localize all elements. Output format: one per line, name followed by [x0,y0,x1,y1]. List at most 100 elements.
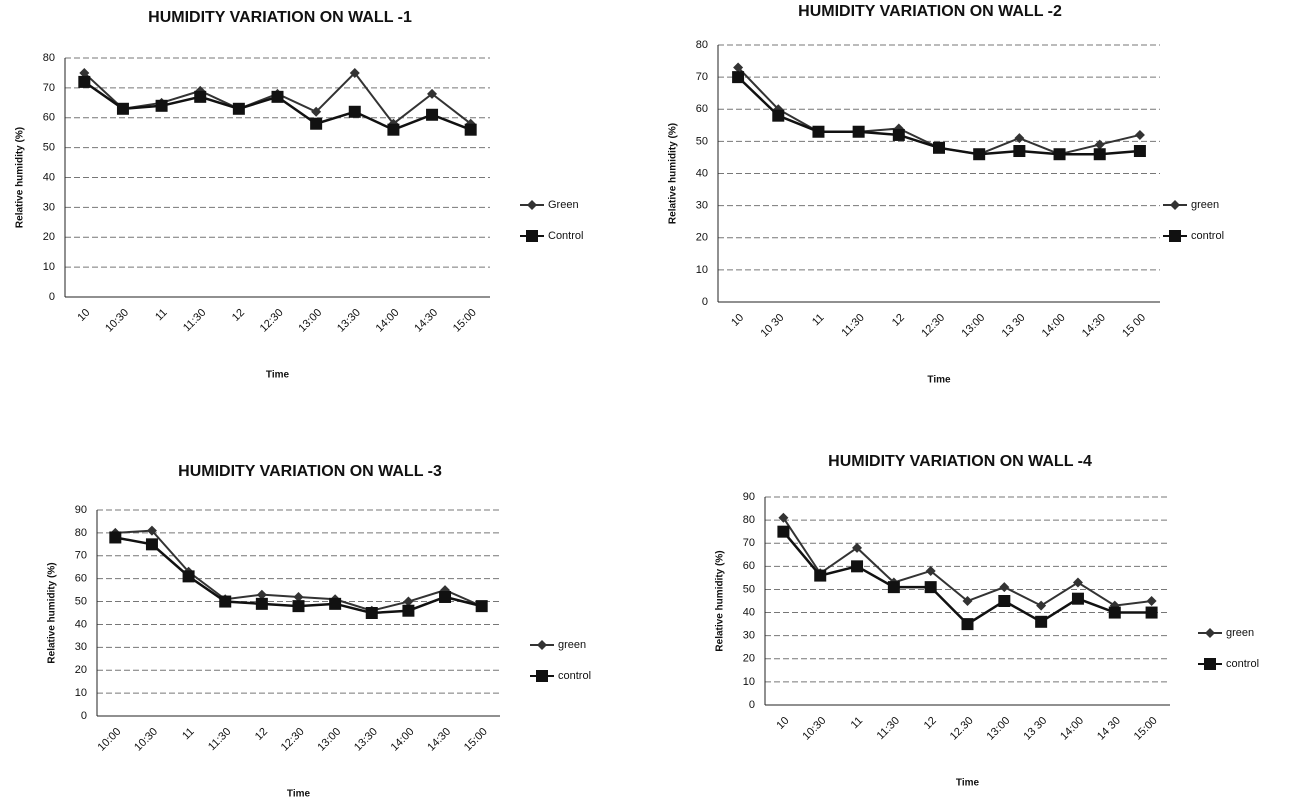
x-tick-label: 14:00 [1040,312,1068,340]
y-tick-label: 60 [43,112,55,124]
x-tick-label: 12:30 [279,726,307,754]
point-marker [365,607,378,619]
series-line [782,530,1152,626]
y-tick-label: 40 [75,618,87,630]
point-marker [293,591,304,602]
y-tick-label: 0 [702,296,708,308]
x-tick-label: 12:30 [919,312,947,340]
x-tick-label: 12 [230,307,247,324]
x-tick-label: 15 00 [1120,312,1148,340]
x-tick-label: 15:00 [451,307,479,335]
point-marker [961,618,974,631]
legend-label: Green [548,199,579,211]
x-tick-label: 11:30 [875,715,902,742]
point-marker [1053,148,1066,161]
point-marker [933,141,945,154]
x-axis-label: Time [956,778,980,789]
y-tick-label: 70 [75,550,87,562]
point-marker [182,570,195,583]
x-axis-label: Time [287,789,311,800]
y-tick-label: 10 [43,261,55,273]
y-tick-label: 60 [743,560,755,572]
y-tick-label: 10 [696,264,708,276]
y-tick-label: 50 [743,583,755,595]
legend-marker [1204,658,1216,670]
point-marker [1071,592,1084,605]
y-tick-label: 20 [75,664,87,676]
point-marker [116,102,129,115]
point-marker [1013,145,1026,158]
point-marker [1145,606,1158,619]
x-tick-label: 13 30 [1021,715,1049,743]
x-tick-label: 10:00 [96,726,124,754]
x-tick-label: 13:00 [315,726,343,754]
x-tick-label: 10 [774,715,791,732]
y-tick-label: 20 [696,232,708,244]
x-tick-label: 11 [849,715,866,732]
x-tick-label: 13:30 [335,307,363,335]
x-tick-label: 10:30 [800,715,828,743]
x-tick-label: 13:00 [296,307,324,335]
point-marker [812,125,825,138]
point-marker [777,525,790,538]
x-tick-label: 13:30 [352,726,380,754]
y-tick-label: 0 [81,710,87,722]
point-marker [1134,129,1145,140]
point-marker [232,102,245,115]
legend-marker [527,200,537,210]
point-marker [329,597,342,610]
point-marker [852,542,863,553]
point-marker [349,67,360,78]
legend-marker [536,670,548,682]
y-tick-label: 80 [696,39,708,51]
x-tick-label: 11 [810,312,827,329]
y-tick-label: 10 [743,676,755,688]
y-tick-label: 30 [43,201,55,213]
legend-label: control [1191,230,1224,242]
point-marker [1035,615,1048,628]
chart-title: HUMIDITY VARIATION ON WALL -2 [798,3,1062,20]
y-tick-label: 60 [696,103,708,115]
point-marker [426,108,439,121]
y-tick-label: 70 [743,537,755,549]
y-tick-label: 70 [696,71,708,83]
point-marker [427,88,438,99]
point-marker [79,67,90,78]
legend-marker [1170,200,1180,210]
x-tick-label: 11:30 [839,312,866,339]
x-tick-label: 14:00 [374,307,402,335]
point-marker [256,589,267,600]
x-tick-label: 14:30 [1080,312,1108,340]
point-marker [814,569,827,582]
point-marker [145,538,158,551]
x-tick-label: 14 30 [1095,715,1123,743]
point-marker [925,565,936,576]
y-tick-label: 80 [43,52,55,64]
point-marker [387,123,400,136]
legend-marker [1169,230,1181,242]
y-tick-label: 50 [75,595,87,607]
chart-panel: HUMIDITY VARIATION ON WALL -4 0 10 20 30 40 50… [715,453,1259,788]
y-tick-label: 60 [75,573,87,585]
point-marker [1133,145,1146,158]
point-marker [973,148,986,161]
x-axis-label: Time [927,375,951,386]
x-tick-label: 12 [890,312,907,329]
y-axis-label: Relative humidity (%) [668,123,679,224]
point-marker [1108,606,1121,619]
point-marker [772,109,785,122]
x-tick-label: 10 30 [758,312,786,340]
chart-title: HUMIDITY VARIATION ON WALL -3 [178,463,442,480]
y-tick-label: 0 [49,291,55,303]
x-tick-label: 10 [75,307,92,324]
y-tick-label: 50 [696,135,708,147]
chart-panel: HUMIDITY VARIATION ON WALL -3 0 10 20 30 40 50… [47,463,591,799]
x-tick-label: 11 [180,726,197,743]
point-marker [271,90,284,103]
series-line [782,517,1152,607]
point-marker [962,596,973,606]
x-tick-label: 12 [922,715,939,732]
point-marker [310,117,323,130]
point-marker [439,590,452,603]
